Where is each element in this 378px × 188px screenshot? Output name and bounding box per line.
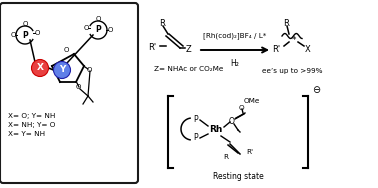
Text: H₂: H₂ bbox=[231, 59, 239, 68]
Text: [Rh(cod)₂]BF₄ / L*: [Rh(cod)₂]BF₄ / L* bbox=[203, 32, 267, 39]
FancyBboxPatch shape bbox=[0, 3, 138, 183]
Text: X= O; Y= NH
X= NH; Y= O
X= Y= NH: X= O; Y= NH X= NH; Y= O X= Y= NH bbox=[8, 113, 55, 137]
Text: O: O bbox=[22, 21, 28, 27]
Text: O: O bbox=[86, 67, 92, 73]
Text: ee’s up to >99%: ee’s up to >99% bbox=[262, 68, 322, 74]
Text: P: P bbox=[95, 26, 101, 35]
Text: O: O bbox=[229, 118, 235, 127]
Text: O: O bbox=[34, 30, 40, 36]
Circle shape bbox=[54, 61, 71, 79]
Text: Rh: Rh bbox=[209, 126, 223, 134]
Text: P: P bbox=[194, 115, 198, 124]
Text: Resting state: Resting state bbox=[212, 172, 263, 181]
Text: ⊖: ⊖ bbox=[312, 85, 320, 95]
Text: R': R' bbox=[246, 149, 253, 155]
Text: Z= NHAc or CO₂Me: Z= NHAc or CO₂Me bbox=[154, 66, 223, 72]
Text: R: R bbox=[223, 154, 228, 160]
Text: *: * bbox=[292, 36, 296, 45]
Text: R: R bbox=[159, 18, 165, 27]
Text: R': R' bbox=[272, 45, 280, 55]
Text: O: O bbox=[63, 47, 69, 53]
Text: O: O bbox=[107, 27, 113, 33]
Text: Z: Z bbox=[185, 45, 191, 55]
Text: X: X bbox=[37, 64, 43, 73]
Text: O: O bbox=[95, 16, 101, 22]
Text: R': R' bbox=[148, 43, 156, 52]
Text: P: P bbox=[194, 133, 198, 143]
Text: O: O bbox=[83, 25, 89, 31]
Text: X: X bbox=[305, 45, 311, 55]
Text: R: R bbox=[283, 18, 289, 27]
Text: O: O bbox=[10, 32, 16, 38]
Circle shape bbox=[31, 59, 48, 77]
Text: Y: Y bbox=[59, 65, 65, 74]
Text: O: O bbox=[238, 105, 244, 111]
Text: OMe: OMe bbox=[244, 98, 260, 104]
Text: O: O bbox=[75, 84, 81, 90]
Text: P: P bbox=[22, 30, 28, 39]
